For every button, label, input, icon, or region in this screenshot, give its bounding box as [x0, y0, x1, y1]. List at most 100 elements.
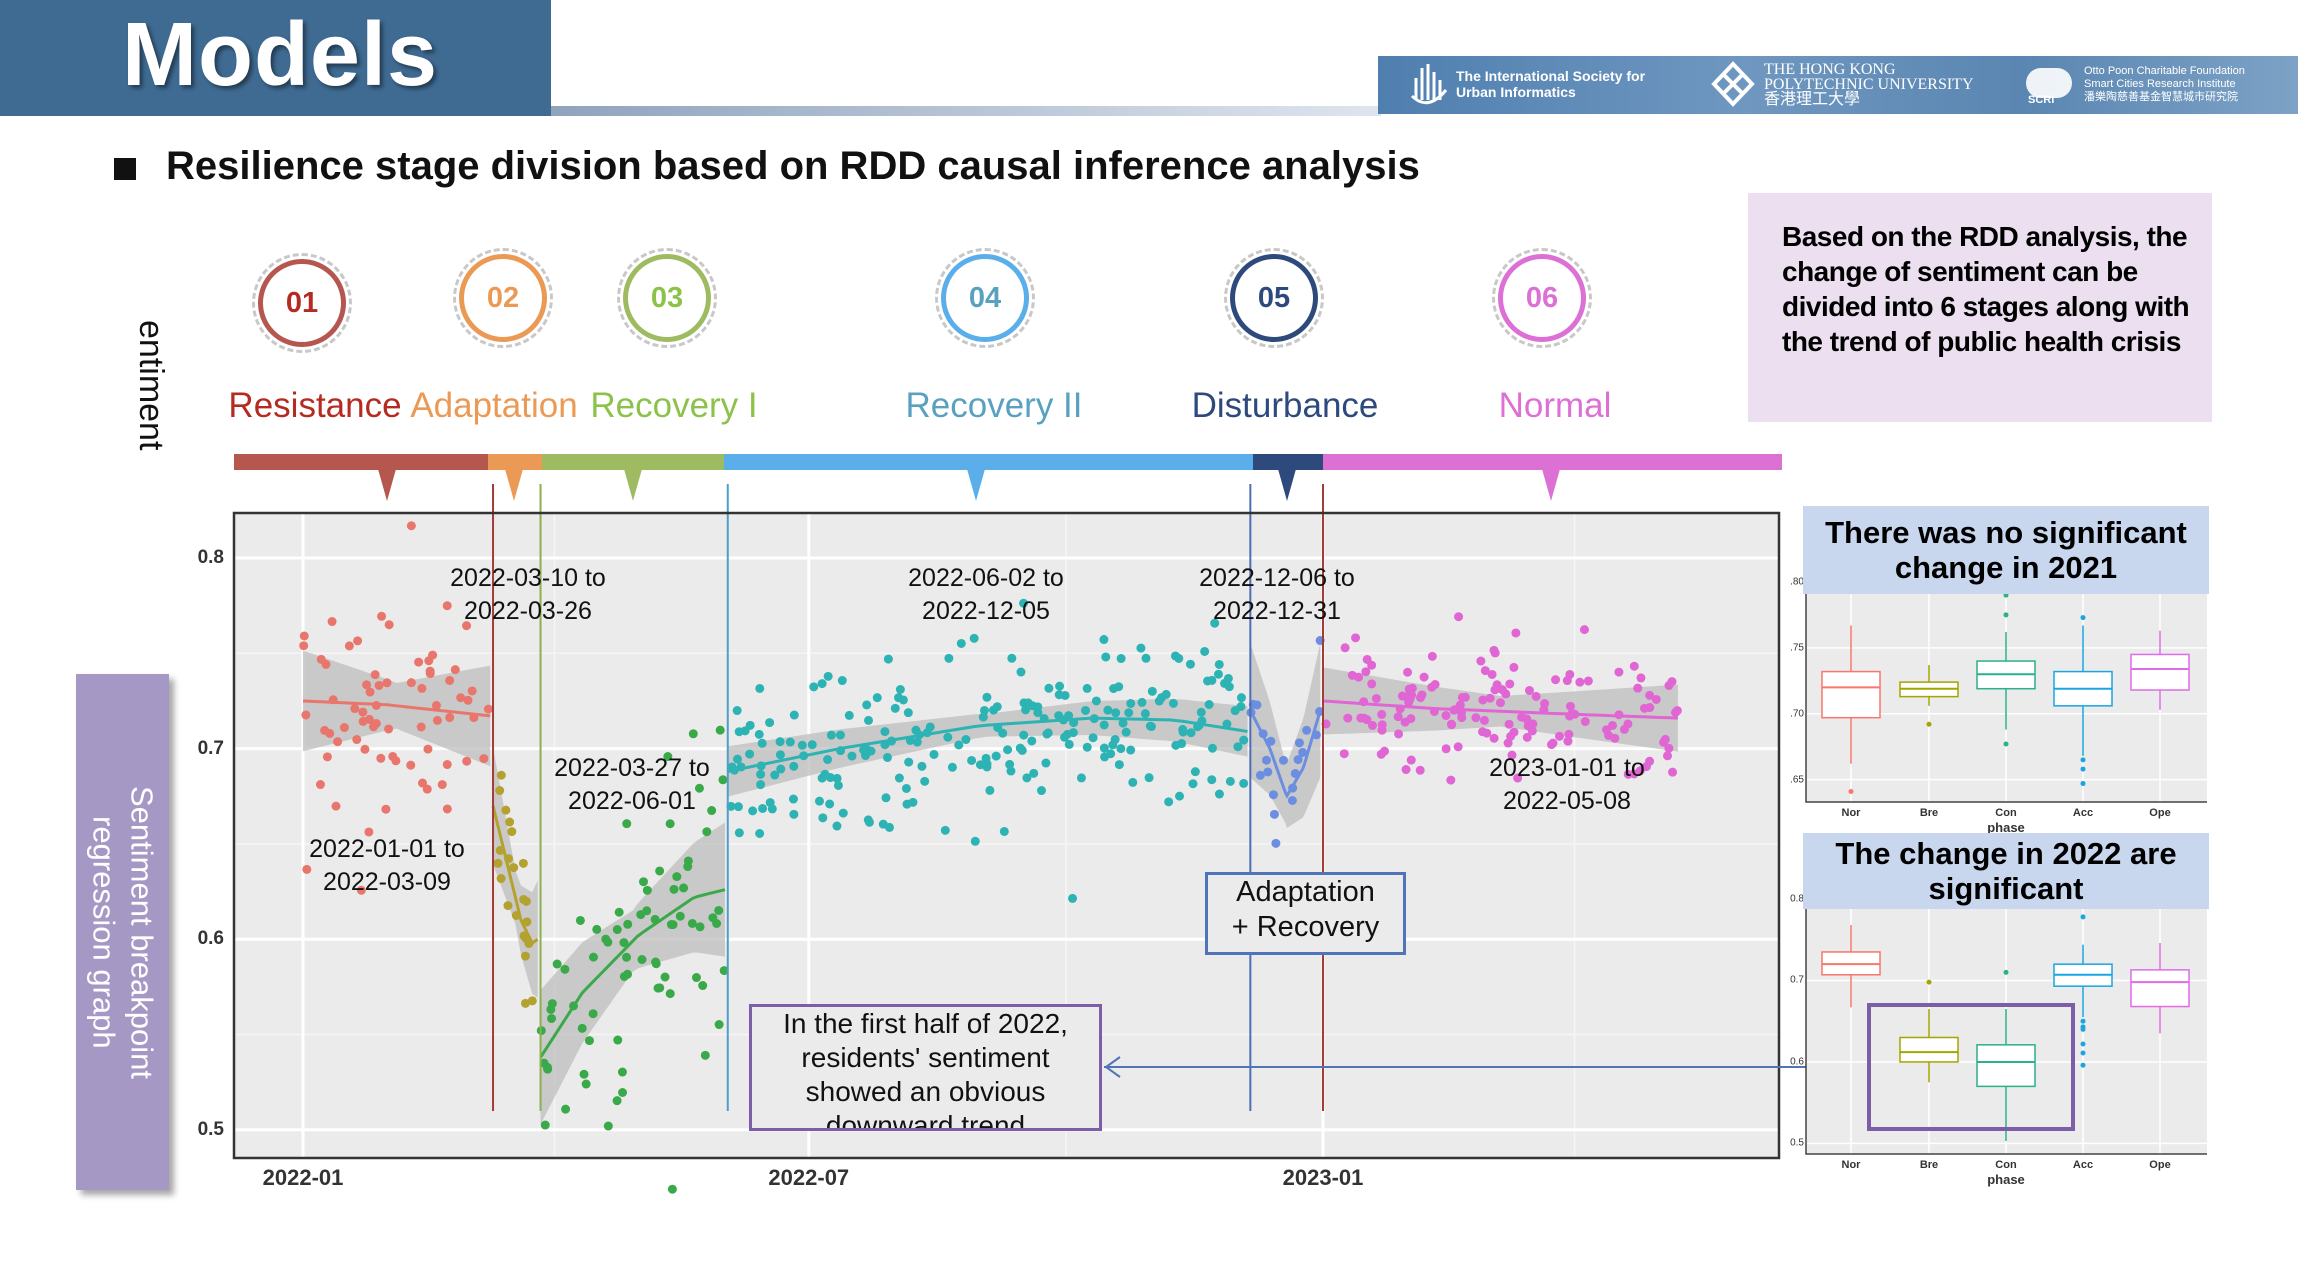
data-point — [1664, 743, 1674, 753]
data-point — [316, 654, 326, 664]
data-point — [1252, 700, 1262, 710]
data-point — [1379, 746, 1389, 756]
boxplot-x-tick: Nor — [1841, 1159, 1861, 1171]
data-point — [1003, 745, 1013, 755]
data-point — [1522, 732, 1532, 742]
stage-label-recovery-2: Recovery II — [905, 386, 1083, 425]
scri-badge: SCRI — [2028, 94, 2055, 106]
confidence-band — [727, 698, 1248, 797]
stage-pointer-normal — [1542, 469, 1560, 501]
data-point — [1454, 612, 1464, 622]
data-point — [944, 653, 954, 663]
boxplot-x-label: phase — [1987, 1172, 2025, 1187]
data-point — [603, 937, 613, 947]
data-point — [1663, 751, 1673, 761]
data-point — [437, 780, 447, 790]
data-point — [1393, 712, 1403, 722]
data-point — [503, 901, 513, 911]
plot-border — [232, 511, 1781, 1160]
data-point — [719, 966, 729, 976]
data-point — [1064, 739, 1074, 749]
data-point — [826, 730, 836, 740]
data-point — [1261, 755, 1271, 765]
boxplot-x-tick: Acc — [2072, 1159, 2094, 1171]
data-point — [880, 727, 890, 737]
annotation-seg3: 2022-03-27 to 2022-06-01 — [554, 754, 710, 815]
data-point — [714, 1020, 724, 1030]
boxplot-y-tick: 0.5 — [1790, 1137, 1804, 1149]
data-point — [543, 1064, 553, 1074]
data-point — [1043, 728, 1053, 738]
data-point — [1623, 769, 1633, 779]
data-point — [1116, 744, 1126, 754]
data-point — [376, 753, 386, 763]
data-point — [920, 776, 930, 786]
data-point — [912, 737, 922, 747]
data-point — [505, 817, 515, 827]
data-point — [1099, 635, 1109, 645]
data-point — [1145, 721, 1155, 731]
data-point — [333, 737, 343, 747]
data-point — [756, 769, 766, 779]
data-point — [758, 803, 768, 813]
polyu-knot-icon — [1711, 61, 1755, 107]
data-point — [370, 670, 380, 680]
y-tick-label: 0.7 — [197, 737, 224, 759]
data-point — [817, 679, 827, 689]
stage-circle-02: 02 — [453, 248, 553, 348]
data-point — [844, 710, 854, 720]
isui-line-1: The International Society for — [1456, 68, 1646, 84]
data-point — [1007, 653, 1017, 663]
data-point — [733, 802, 743, 812]
data-point — [866, 746, 876, 756]
data-point — [881, 793, 891, 803]
data-point — [1236, 702, 1246, 712]
data-point — [521, 896, 531, 906]
data-point — [1136, 643, 1146, 653]
data-point — [1023, 698, 1033, 708]
data-point — [1343, 713, 1353, 723]
data-point — [1060, 732, 1070, 742]
data-point — [789, 710, 799, 720]
data-point — [445, 713, 455, 723]
data-point — [1222, 719, 1232, 729]
data-point — [384, 620, 394, 630]
data-point — [507, 827, 517, 837]
data-point — [423, 744, 433, 754]
data-point — [365, 687, 375, 697]
data-point — [982, 692, 992, 702]
data-point — [1664, 681, 1674, 691]
data-point — [665, 819, 675, 829]
side-label-box: Sentiment breakpoint regression graph — [76, 674, 169, 1190]
boxplot-x-tick: Con — [1995, 1159, 2017, 1171]
data-point — [1175, 791, 1185, 801]
data-point — [552, 959, 562, 969]
data-point — [1659, 737, 1669, 747]
data-point — [1487, 669, 1497, 679]
data-point — [1185, 659, 1195, 669]
data-point — [667, 1184, 677, 1194]
data-point — [814, 796, 824, 806]
data-point — [1116, 654, 1126, 664]
stage-circle-04: 04 — [935, 248, 1035, 348]
data-point — [431, 701, 441, 711]
data-point — [1415, 765, 1425, 775]
data-point — [1029, 768, 1039, 778]
data-point — [428, 650, 438, 660]
data-point — [619, 971, 629, 981]
data-point — [947, 762, 957, 772]
data-point — [364, 827, 374, 837]
boxplot-2021-title: There was no significant change in 2021 — [1803, 506, 2209, 594]
data-point — [1404, 698, 1414, 708]
data-point — [745, 749, 755, 759]
data-point — [825, 799, 835, 809]
data-point — [1207, 743, 1217, 753]
data-point — [1225, 776, 1235, 786]
data-point — [1278, 755, 1288, 765]
data-point — [734, 828, 744, 838]
data-point — [479, 754, 489, 764]
data-point — [344, 641, 354, 651]
data-point — [1118, 718, 1128, 728]
data-point — [1121, 727, 1131, 737]
data-point — [1554, 731, 1564, 741]
